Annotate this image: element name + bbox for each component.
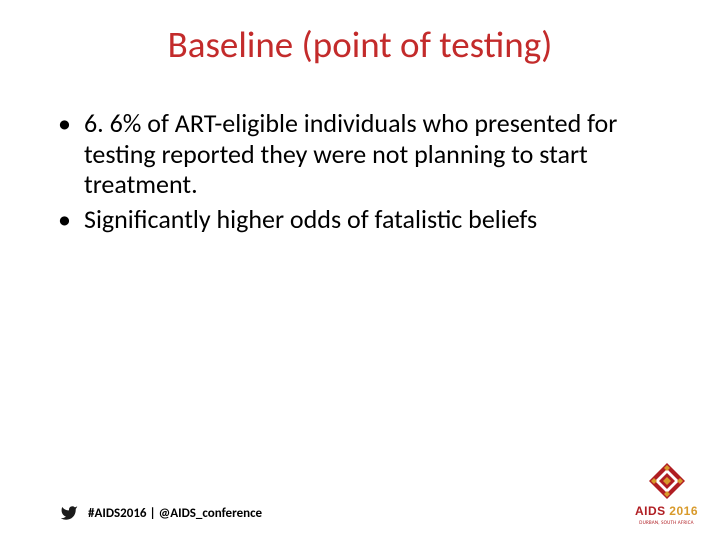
twitter-icon bbox=[60, 504, 78, 522]
bullet-item: Significantly higher odds of fatalistic … bbox=[58, 204, 656, 235]
slide-title: Baseline (point of testing) bbox=[0, 22, 720, 67]
conference-logo: AIDS 2016 DURBAN, SOUTH AFRICA bbox=[635, 461, 698, 526]
footer: #AIDS2016 | @AIDS_conference bbox=[60, 504, 262, 522]
footer-hashtag: #AIDS2016 | @AIDS_conference bbox=[88, 506, 262, 521]
logo-brand: AIDS bbox=[635, 504, 666, 518]
logo-diamond-icon bbox=[647, 461, 687, 501]
logo-year: 2016 bbox=[669, 504, 698, 518]
slide: Baseline (point of testing) 6. 6% of ART… bbox=[0, 0, 720, 540]
logo-text-line: AIDS 2016 bbox=[635, 501, 698, 520]
bullet-item: 6. 6% of ART-eligible individuals who pr… bbox=[58, 108, 656, 200]
logo-subtitle: DURBAN, SOUTH AFRICA bbox=[639, 520, 693, 526]
bullet-list: 6. 6% of ART-eligible individuals who pr… bbox=[58, 108, 656, 239]
